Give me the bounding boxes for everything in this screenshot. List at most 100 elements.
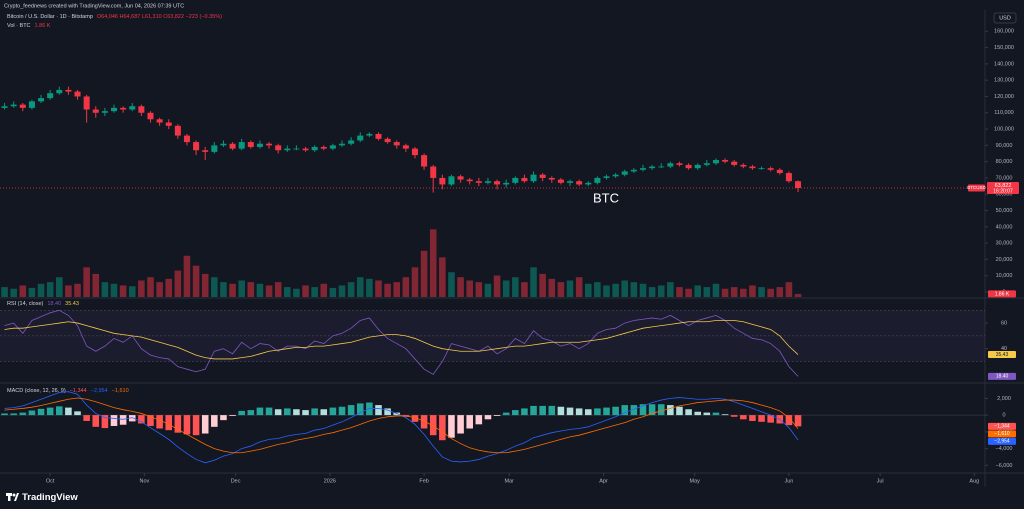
volume-bar: [767, 288, 774, 297]
volume-bar: [575, 277, 583, 297]
symbol-tag-label: BTCUSD: [967, 185, 986, 190]
histogram-bar: [375, 405, 382, 416]
histogram-bar: [83, 415, 90, 421]
candle-body: [567, 181, 574, 183]
macd-tag: [988, 430, 1016, 438]
candle-body: [457, 176, 464, 180]
volume-bar: [685, 288, 692, 297]
histogram-bar: [293, 409, 300, 416]
volume-legend: Vol · BTC 1.86 K: [7, 23, 51, 29]
histogram-bar: [457, 415, 464, 434]
histogram-bar: [639, 404, 647, 416]
price-tag: [987, 182, 1019, 195]
histogram-bar: [575, 408, 583, 416]
volume-bar: [466, 280, 473, 297]
histogram-bar: [110, 415, 118, 426]
volume-bar: [730, 287, 738, 297]
volume-bar: [603, 285, 610, 297]
candle-body: [110, 107, 118, 112]
histogram-bar: [475, 415, 483, 425]
candle-body: [484, 181, 491, 183]
candle-body: [548, 177, 555, 180]
candle-body: [494, 181, 501, 185]
histogram-bar: [55, 406, 63, 416]
candle-body: [795, 181, 802, 189]
volume-bar: [557, 282, 565, 297]
volume-bar: [311, 287, 318, 297]
rsi-tag: [988, 351, 1016, 359]
x-tick-label: Jul: [877, 478, 884, 484]
candle-body: [740, 164, 747, 167]
histogram-bar: [539, 405, 546, 416]
x-tick-label: Feb: [419, 478, 428, 484]
candle-body: [384, 138, 391, 143]
histogram-bar: [329, 407, 337, 416]
plot-area: [0, 86, 985, 464]
histogram-bar: [165, 415, 173, 431]
candle-body: [649, 166, 656, 169]
volume-bar: [721, 288, 729, 297]
histogram-bar: [311, 408, 318, 416]
candle-body: [630, 169, 637, 172]
histogram-bar: [211, 415, 218, 427]
volume-bar: [375, 280, 382, 297]
x-tick-label: May: [690, 478, 701, 484]
histogram-bar: [420, 415, 428, 429]
volume-value: 1.86 K: [35, 23, 51, 29]
rsi-line: [4, 309, 799, 377]
histogram-bar: [712, 412, 720, 416]
rsi-tag-label: 18.40: [996, 374, 1009, 380]
histogram-bar: [256, 407, 264, 416]
symbol-title: Bitcoin / U.S. Dollar · 1D · Bitstamp: [7, 14, 93, 20]
histogram-bar: [794, 415, 802, 427]
ohlc-values: O64,046 H64,687 L61,310 C63,822 −223 (−0…: [97, 14, 222, 20]
histogram-bar: [347, 405, 355, 416]
candle-body: [339, 143, 346, 146]
y-tick-label: 2,000: [997, 396, 1011, 402]
histogram-bar: [648, 404, 656, 416]
candle-body: [266, 143, 273, 146]
candle-body: [193, 142, 200, 151]
volume-bar: [284, 287, 291, 297]
volume-bar: [293, 288, 300, 297]
volume-tag-label: 1.86 K: [995, 291, 1010, 297]
candle-body: [147, 112, 154, 120]
histogram-bar: [128, 415, 136, 422]
volume-bar: [630, 282, 638, 297]
volume-bar: [448, 272, 455, 297]
volume-bar: [420, 250, 428, 297]
y-tick-label: 70,000: [996, 175, 1013, 181]
volume-bar: [521, 282, 528, 297]
y-tick-label: 60: [1001, 321, 1007, 327]
volume-bar: [366, 278, 373, 297]
histogram-bar: [10, 413, 17, 416]
candle-body: [594, 177, 601, 183]
volume-bar: [402, 277, 410, 297]
histogram-bar: [676, 406, 683, 416]
candle-body: [785, 173, 792, 182]
candle-body: [703, 163, 710, 165]
x-tick-label: Oct: [46, 478, 55, 484]
currency-box[interactable]: [993, 12, 1017, 24]
histogram-bar: [238, 410, 245, 416]
histogram-bar: [247, 410, 255, 416]
candle-body: [129, 106, 136, 110]
candle-body: [539, 174, 546, 178]
rsi-value: 18.40: [47, 301, 61, 307]
volume-bar: [411, 267, 419, 297]
candle-body: [375, 133, 382, 139]
volume-title: Vol · BTC: [7, 23, 31, 29]
candle-body: [348, 140, 355, 144]
currency[interactable]: USD: [999, 15, 1011, 21]
candle-body: [174, 125, 181, 136]
volume-bar: [703, 287, 711, 297]
volume-bar: [794, 293, 802, 297]
y-tick-label: 40: [1001, 346, 1007, 352]
candle-body: [393, 142, 400, 146]
candle-body: [749, 166, 756, 169]
y-tick-label: 160,000: [994, 29, 1014, 35]
histogram-bar: [657, 404, 665, 416]
candle-body: [56, 89, 63, 94]
candle-body: [83, 96, 90, 110]
y-tick-label: 110,000: [994, 110, 1013, 116]
